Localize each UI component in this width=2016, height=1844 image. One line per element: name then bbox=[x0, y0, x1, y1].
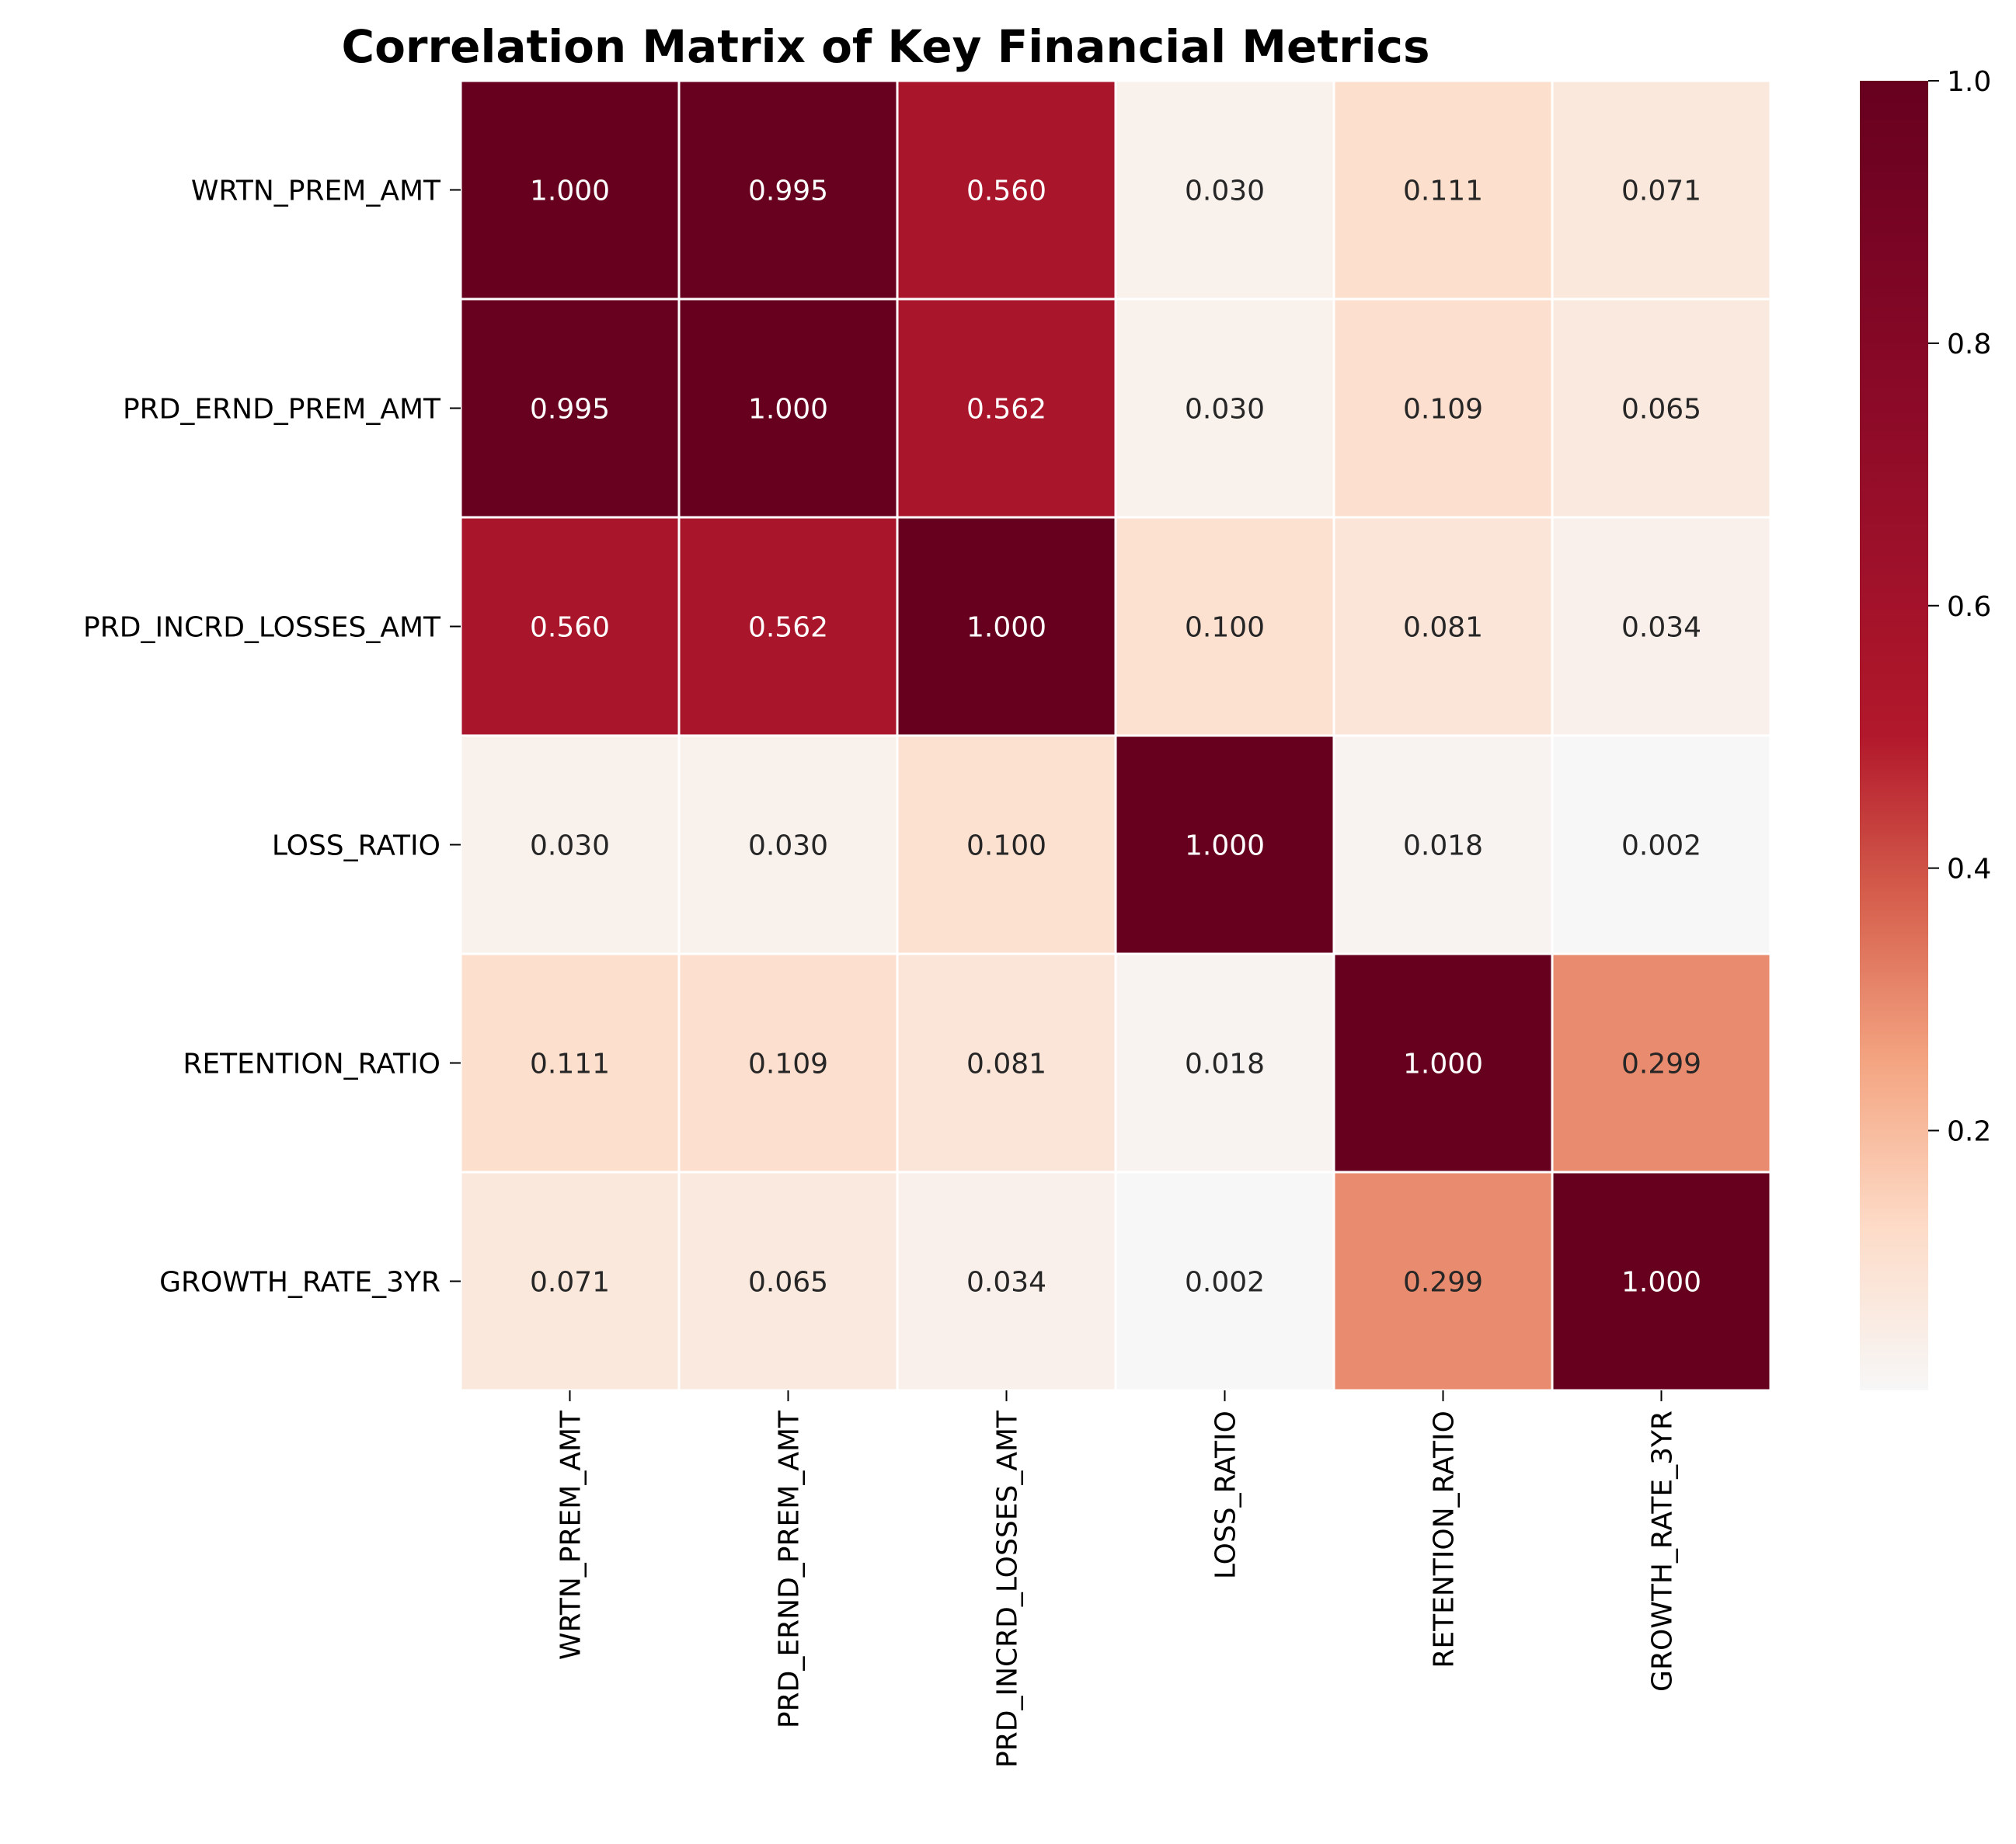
cell-value-label: 0.299 bbox=[1403, 1267, 1483, 1299]
cell-value-label: 1.000 bbox=[748, 394, 828, 426]
heatmap-cell bbox=[677, 516, 899, 737]
cell-value-label: 0.560 bbox=[966, 176, 1046, 207]
heatmap-cell bbox=[1114, 734, 1335, 955]
heatmap-cell bbox=[459, 952, 681, 1174]
y-tick-label: RETENTION_RATIO bbox=[183, 1049, 440, 1080]
heatmap-cell bbox=[1114, 516, 1335, 737]
x-tick-label: LOSS_RATIO bbox=[1210, 1411, 1242, 1579]
x-tick-label: GROWTH_RATE_3YR bbox=[1647, 1411, 1679, 1692]
cell-value-label: 0.100 bbox=[966, 830, 1046, 862]
cell-value-label: 0.034 bbox=[966, 1267, 1046, 1299]
cell-value-label: 1.000 bbox=[1403, 1049, 1483, 1080]
cell-value-label: 1.000 bbox=[966, 612, 1046, 644]
heatmap-cell bbox=[896, 734, 1117, 955]
cell-value-label: 0.100 bbox=[1185, 612, 1265, 644]
heatmap-cell bbox=[459, 79, 681, 301]
cell-value-label: 0.065 bbox=[748, 1267, 828, 1299]
cell-value-label: 0.030 bbox=[1185, 176, 1265, 207]
heatmap-cell bbox=[1551, 1171, 1772, 1392]
heatmap-cell bbox=[1332, 952, 1554, 1174]
y-tick-label: WRTN_PREM_AMT bbox=[191, 176, 441, 207]
heatmap-cell bbox=[1551, 297, 1772, 519]
cell-value-label: 0.034 bbox=[1621, 612, 1701, 644]
cell-value-label: 0.081 bbox=[966, 1049, 1046, 1080]
heatmap-cell bbox=[1332, 516, 1554, 737]
cell-value-label: 0.111 bbox=[1403, 176, 1483, 207]
cell-value-label: 0.065 bbox=[1621, 394, 1701, 426]
y-axis: WRTN_PREM_AMT PRD_ERND_PREM_AMT PRD_INCRD_… bbox=[83, 176, 461, 1299]
cell-value-label: 0.562 bbox=[966, 394, 1046, 426]
cell-value-label: 1.000 bbox=[1185, 830, 1265, 862]
x-tick-label: PRD_INCRD_LOSSES_AMT bbox=[992, 1410, 1024, 1768]
cell-value-label: 0.111 bbox=[530, 1049, 610, 1080]
cell-value-label: 0.109 bbox=[1403, 394, 1483, 426]
heatmap-cell bbox=[459, 734, 681, 955]
heatmap-cell bbox=[1332, 734, 1554, 955]
y-tick-label: PRD_ERND_PREM_AMT bbox=[123, 394, 441, 426]
cell-value-label: 0.081 bbox=[1403, 612, 1483, 644]
chart-title: Correlation Matrix of Key Financial Metr… bbox=[342, 20, 1430, 73]
heatmap-cell bbox=[1551, 734, 1772, 955]
heatmap-cell bbox=[896, 952, 1117, 1174]
x-tick-label: RETENTION_RATIO bbox=[1429, 1411, 1461, 1668]
heatmap-cell bbox=[1114, 79, 1335, 301]
heatmap-cell bbox=[677, 734, 899, 955]
cell-value-label: 0.018 bbox=[1403, 830, 1483, 862]
heatmap-cell bbox=[1551, 79, 1772, 301]
colorbar-tick-label: 1.0 bbox=[1947, 66, 1991, 98]
cell-value-label: 0.030 bbox=[530, 830, 610, 862]
cell-value-label: 0.030 bbox=[1185, 394, 1265, 426]
heatmap-cell bbox=[677, 297, 899, 519]
x-tick-label: WRTN_PREM_AMT bbox=[555, 1410, 587, 1660]
cell-value-label: 0.002 bbox=[1185, 1267, 1265, 1299]
heatmap-cell bbox=[1551, 952, 1772, 1174]
heatmap-cells bbox=[459, 79, 1772, 1392]
heatmap-cell bbox=[1551, 516, 1772, 737]
colorbar-tick-label: 0.8 bbox=[1947, 329, 1991, 360]
cell-value-label: 0.562 bbox=[748, 612, 828, 644]
colorbar-gradient bbox=[1860, 81, 1928, 1390]
cell-value-label: 0.560 bbox=[530, 612, 610, 644]
cell-value-label: 0.071 bbox=[1621, 176, 1701, 207]
cell-value-label: 1.000 bbox=[530, 176, 610, 207]
cell-value-label: 0.109 bbox=[748, 1049, 828, 1080]
cell-value-label: 0.299 bbox=[1621, 1049, 1701, 1080]
heatmap-cell bbox=[459, 1171, 681, 1392]
y-tick-label: LOSS_RATIO bbox=[272, 830, 440, 862]
cell-value-label: 0.995 bbox=[530, 394, 610, 426]
cell-value-label: 0.071 bbox=[530, 1267, 610, 1299]
heatmap-cell bbox=[1332, 79, 1554, 301]
colorbar-tick-label: 0.6 bbox=[1947, 591, 1991, 623]
heatmap-cell-labels: 1.000 0.995 0.560 0.030 0.111 0.071 0.995 1.000… bbox=[530, 176, 1701, 1299]
y-tick-label: PRD_INCRD_LOSSES_AMT bbox=[83, 612, 441, 644]
cell-value-label: 0.018 bbox=[1185, 1049, 1265, 1080]
heatmap-cell bbox=[1114, 952, 1335, 1174]
cell-value-label: 0.995 bbox=[748, 176, 828, 207]
colorbar-tick-label: 0.4 bbox=[1947, 854, 1991, 885]
heatmap-cell bbox=[1114, 297, 1335, 519]
heatmap-cell bbox=[896, 79, 1117, 301]
cell-value-label: 0.030 bbox=[748, 830, 828, 862]
y-tick-label: GROWTH_RATE_3YR bbox=[159, 1267, 440, 1299]
x-axis: WRTN_PREM_AMT PRD_ERND_PREM_AMT PRD_INCRD_… bbox=[555, 1390, 1679, 1768]
x-tick-label: PRD_ERND_PREM_AMT bbox=[774, 1410, 806, 1728]
heatmap-cell bbox=[677, 79, 899, 301]
heatmap-cell bbox=[459, 516, 681, 737]
cell-value-label: 0.002 bbox=[1621, 830, 1701, 862]
colorbar-tick-label: 0.2 bbox=[1947, 1116, 1991, 1148]
heatmap-cell bbox=[896, 516, 1117, 737]
heatmap-cell bbox=[1332, 1171, 1554, 1392]
cell-value-label: 1.000 bbox=[1621, 1267, 1701, 1299]
colorbar: 0.2 0.4 0.6 0.8 1.0 bbox=[1860, 66, 1991, 1390]
